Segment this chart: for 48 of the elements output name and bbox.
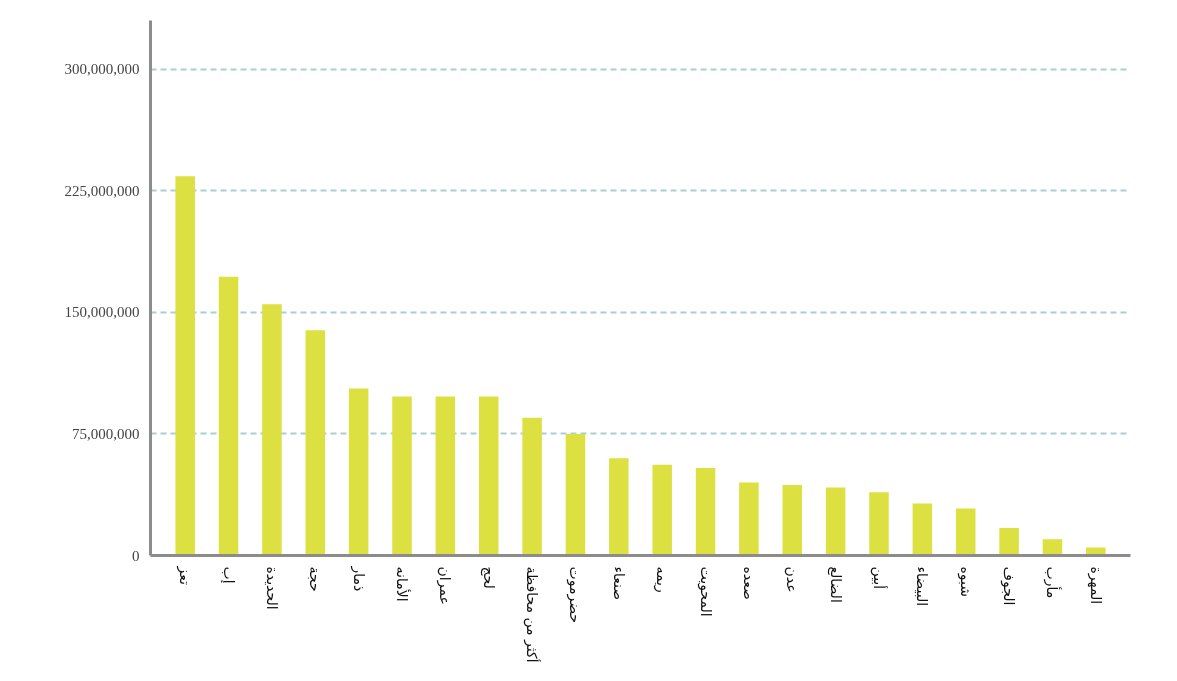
x-tick-label: إب — [219, 566, 237, 584]
x-tick-label: أبين — [870, 566, 888, 590]
bar — [825, 487, 846, 556]
y-tick-label: 0 — [132, 547, 140, 564]
x-tick-label: حجة — [307, 566, 324, 592]
bar — [999, 527, 1019, 556]
bar — [392, 396, 412, 556]
y-tick-label: 150,000,000 — [64, 304, 140, 321]
bar — [695, 467, 716, 556]
bar — [912, 503, 933, 556]
y-tick-label: 75,000,000 — [72, 425, 140, 442]
x-tick-label: صعده — [740, 566, 757, 600]
y-tick-label: 300,000,000 — [64, 61, 140, 78]
y-tick-label: 225,000,000 — [64, 182, 140, 199]
x-tick-label: أكثر من محافظة — [523, 566, 542, 663]
x-tick-label: المهرة — [1086, 566, 1104, 605]
bar — [218, 276, 239, 556]
bar — [739, 482, 759, 556]
bar — [1042, 539, 1063, 556]
bar — [869, 492, 889, 556]
bar — [522, 417, 542, 556]
bar — [955, 508, 976, 556]
bar — [609, 458, 629, 556]
bar — [435, 396, 456, 556]
x-tick-label: الجوف — [1000, 566, 1018, 606]
bar — [782, 484, 803, 556]
x-tick-label: الأمانه — [394, 566, 411, 602]
bar — [348, 388, 369, 556]
bar — [305, 330, 326, 556]
bar — [565, 433, 586, 556]
x-tick-label: عدن — [784, 566, 801, 593]
x-tick-label: مأرب — [1043, 566, 1063, 599]
bar — [262, 304, 282, 556]
x-tick-label: ذمار — [349, 565, 367, 592]
bar — [478, 396, 499, 556]
x-tick-label: الحديدة — [263, 566, 280, 610]
x-tick-label: البيضاء — [914, 566, 931, 607]
x-tick-label: صنعاء — [610, 566, 627, 601]
bar — [652, 464, 672, 556]
x-tick-label: المحويت — [696, 566, 714, 617]
bar — [175, 176, 195, 556]
x-tick-label: ريمه — [653, 566, 671, 593]
x-tick-label: عمران — [436, 566, 454, 605]
x-tick-label: لحج — [479, 566, 497, 589]
x-tick-label: الضالع — [826, 566, 844, 603]
x-tick-label: تعز — [176, 565, 194, 585]
x-tick-label: حضرموت — [566, 566, 584, 623]
x-tick-label: شبوه — [956, 566, 974, 598]
